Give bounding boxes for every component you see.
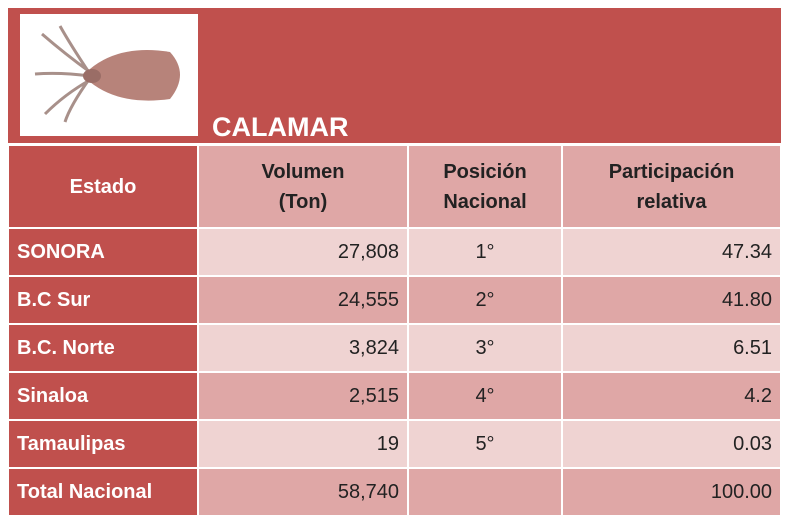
cell-text: 2,515: [349, 381, 399, 411]
cell-text: 100.00: [711, 477, 772, 507]
column-header: Estado: [8, 145, 198, 228]
row-header: B.C Sur: [8, 276, 198, 324]
header-text: Volumen: [262, 157, 345, 187]
table-cell: 19: [198, 420, 408, 468]
cell-text: 4.2: [744, 381, 772, 411]
cell-text: Total Nacional: [17, 477, 152, 507]
table-cell: 6.51: [562, 324, 781, 372]
row-header: Total Nacional: [8, 468, 198, 516]
cell-text: 58,740: [338, 477, 399, 507]
squid-drawing: [20, 14, 198, 136]
table-cell: 24,555: [198, 276, 408, 324]
cell-text: 6.51: [733, 333, 772, 363]
cell-text: 4°: [475, 381, 494, 411]
table-cell: 100.00: [562, 468, 781, 516]
cell-text: 3°: [475, 333, 494, 363]
cell-text: 27,808: [338, 237, 399, 267]
cell-text: 5°: [475, 429, 494, 459]
table-cell: 0.03: [562, 420, 781, 468]
table-cell: 3,824: [198, 324, 408, 372]
cell-text: 1°: [475, 237, 494, 267]
column-header: Volumen(Ton): [198, 145, 408, 228]
header-text: Posición: [443, 157, 526, 187]
table-cell: [408, 468, 562, 516]
table-cell: 47.34: [562, 228, 781, 276]
cell-text: 41.80: [722, 285, 772, 315]
table-cell: 5°: [408, 420, 562, 468]
cell-text: B.C Sur: [17, 285, 90, 315]
cell-text: 2°: [475, 285, 494, 315]
header-text: Participación: [609, 157, 735, 187]
row-header: SONORA: [8, 228, 198, 276]
row-header: B.C. Norte: [8, 324, 198, 372]
table-cell: 1°: [408, 228, 562, 276]
squid-image: [20, 14, 198, 136]
table-cell: 4.2: [562, 372, 781, 420]
cell-text: 19: [377, 429, 399, 459]
cell-text: Sinaloa: [17, 381, 88, 411]
table-cell: 27,808: [198, 228, 408, 276]
cell-text: B.C. Norte: [17, 333, 115, 363]
cell-text: 47.34: [722, 237, 772, 267]
row-header: Tamaulipas: [8, 420, 198, 468]
table-cell: 4°: [408, 372, 562, 420]
header-banner: CALAMAR: [8, 8, 781, 143]
title: CALAMAR: [212, 112, 348, 143]
row-header: Sinaloa: [8, 372, 198, 420]
page: {"header": {"title": "CALAMAR"}, "table"…: [0, 0, 789, 521]
header-text: relativa: [636, 187, 706, 217]
cell-text: 3,824: [349, 333, 399, 363]
cell-text: 0.03: [733, 429, 772, 459]
cell-text: 24,555: [338, 285, 399, 315]
table-cell: 41.80: [562, 276, 781, 324]
header-text: Estado: [70, 172, 137, 202]
table-cell: 58,740: [198, 468, 408, 516]
table-cell: 2,515: [198, 372, 408, 420]
table-cell: 2°: [408, 276, 562, 324]
cell-text: Tamaulipas: [17, 429, 126, 459]
table-cell: 3°: [408, 324, 562, 372]
header-text: (Ton): [279, 187, 328, 217]
cell-text: SONORA: [17, 237, 105, 267]
header-text: Nacional: [443, 187, 526, 217]
